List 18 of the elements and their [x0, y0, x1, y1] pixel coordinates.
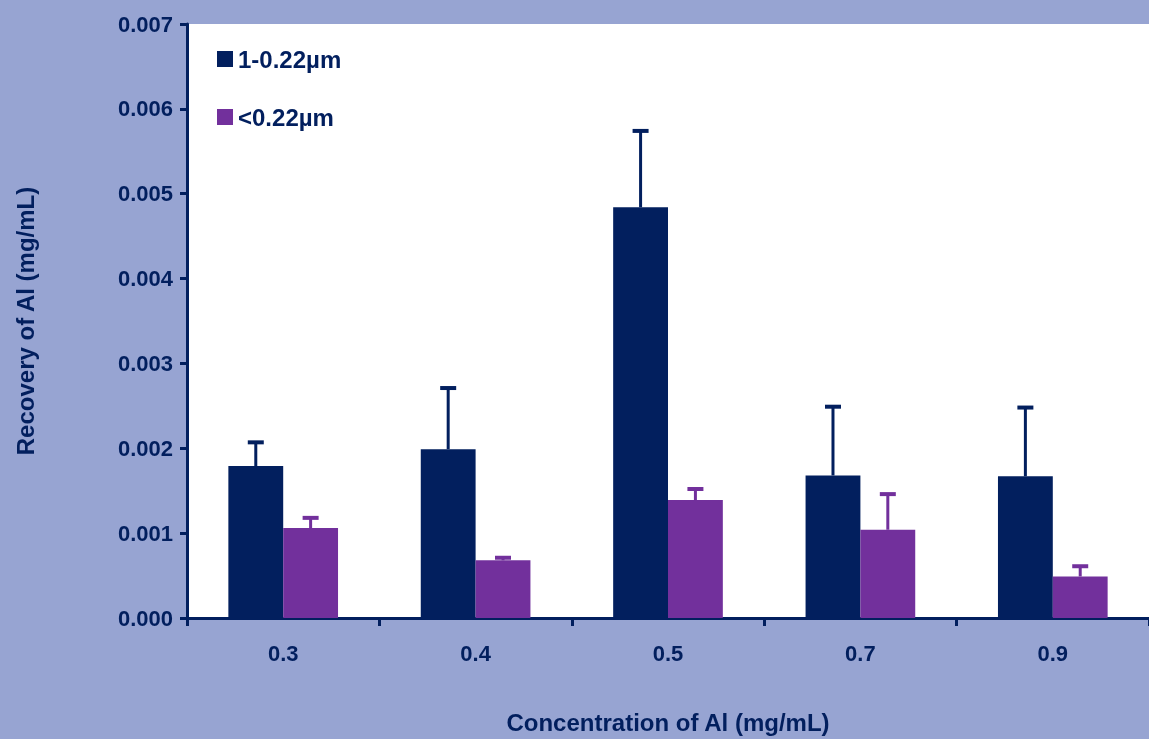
x-tick-label: 0.3 [267, 640, 299, 666]
x-axis-title: Concentration of Al (mg/mL) [506, 708, 830, 736]
legend-label: 1-0.22µm [238, 45, 342, 73]
y-tick-label: 0.004 [117, 266, 174, 292]
y-tick-label: 0.003 [117, 350, 173, 376]
legend-label: <0.22µm [238, 103, 334, 131]
y-tick-label: 0.000 [117, 605, 173, 631]
x-tick-label: 0.5 [652, 640, 684, 666]
y-tick-label: 0.006 [117, 96, 173, 122]
bar [475, 560, 531, 618]
y-axis-title: Recovery of Al (mg/mL) [11, 186, 39, 456]
x-tick-label: 0.7 [845, 640, 876, 666]
y-tick-label: 0.007 [117, 11, 173, 37]
y-tick-label: 0.001 [117, 520, 173, 546]
x-tick-label: 0.4 [460, 640, 492, 666]
x-tick-label: 0.9 [1037, 640, 1069, 666]
y-tick-label: 0.005 [117, 181, 173, 207]
y-tick-label: 0.002 [117, 435, 173, 461]
